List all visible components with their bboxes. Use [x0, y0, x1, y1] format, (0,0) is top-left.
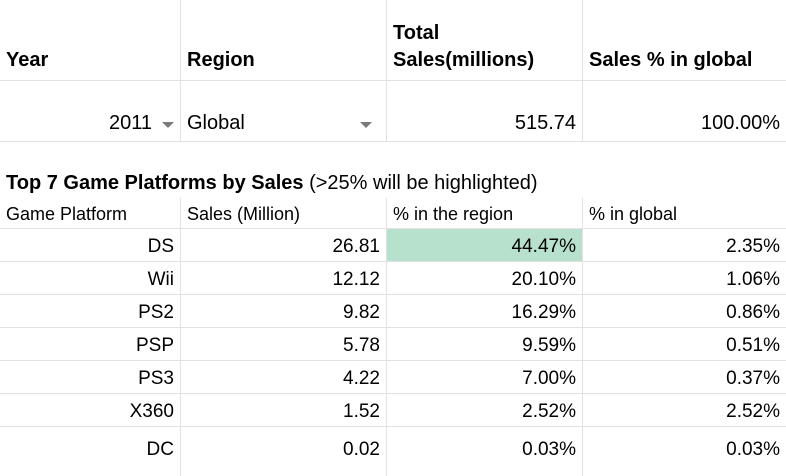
platform-cell[interactable]: Wii	[0, 262, 181, 294]
sales-cell[interactable]: 1.52	[181, 394, 387, 426]
table-row: DS 26.81 44.47% 2.35%	[0, 229, 786, 262]
column-header-platform[interactable]: Game Platform	[0, 198, 181, 228]
sales-cell[interactable]: 26.81	[181, 229, 387, 261]
region-header-cell[interactable]: Region	[181, 0, 387, 80]
year-dropdown[interactable]: 2011	[0, 81, 181, 141]
region-value: Global	[187, 112, 245, 134]
total-sales-value: 515.74	[514, 112, 576, 134]
pct-region-cell[interactable]: 2.52%	[387, 394, 583, 426]
section-title: Top 7 Game Platforms by Sales	[6, 172, 304, 194]
summary-header-row: Year Region Total Sales(millions) Sales …	[0, 0, 786, 81]
section-title-row: Top 7 Game Platforms by Sales (>25% will…	[0, 142, 786, 198]
year-value: 2011	[108, 112, 152, 134]
chevron-down-icon[interactable]	[360, 122, 372, 128]
platform-cell[interactable]: PS2	[0, 295, 181, 327]
column-header-pct-global[interactable]: % in global	[589, 204, 678, 224]
total-sales-header: Total Sales(millions)	[393, 22, 535, 71]
sales-cell[interactable]: 5.78	[181, 328, 387, 360]
table-row: PS2 9.82 16.29% 0.86%	[0, 295, 786, 328]
table-row: Wii 12.12 20.10% 1.06%	[0, 262, 786, 295]
region-header: Region	[187, 49, 255, 71]
pct-global-cell[interactable]: 1.06%	[726, 269, 780, 290]
pct-region-cell-highlighted[interactable]: 44.47%	[387, 229, 583, 261]
section-title-cell[interactable]: Top 7 Game Platforms by Sales (>25% will…	[0, 142, 786, 198]
table-row: PSP 5.78 9.59% 0.51%	[0, 328, 786, 361]
column-header-row: Game Platform Sales (Million) % in the r…	[0, 198, 786, 229]
pct-global-cell[interactable]: 0.03%	[726, 439, 780, 460]
total-sales-cell[interactable]: 515.74	[387, 81, 583, 141]
year-header: Year	[6, 49, 49, 71]
pct-region-cell[interactable]: 0.03%	[387, 427, 583, 476]
column-header-pct-region[interactable]: % in the region	[387, 198, 583, 228]
sales-pct-cell[interactable]: 100.00%	[583, 81, 786, 141]
pct-global-cell[interactable]: 2.52%	[726, 401, 780, 422]
sales-pct-header-cell[interactable]: Sales % in global	[583, 0, 786, 80]
chevron-down-icon[interactable]	[162, 122, 174, 128]
table-row: PS3 4.22 7.00% 0.37%	[0, 361, 786, 394]
platform-cell[interactable]: PSP	[0, 328, 181, 360]
sales-pct-header: Sales % in global	[589, 49, 753, 71]
column-header-sales[interactable]: Sales (Million)	[181, 198, 387, 228]
pct-global-cell[interactable]: 0.51%	[726, 335, 780, 356]
pct-region-cell[interactable]: 16.29%	[387, 295, 583, 327]
year-header-cell[interactable]: Year	[0, 0, 181, 80]
pct-global-cell[interactable]: 2.35%	[726, 236, 780, 257]
selector-row: 2011 Global 515.74 100.00%	[0, 81, 786, 142]
total-sales-header-cell[interactable]: Total Sales(millions)	[387, 0, 583, 80]
sales-cell[interactable]: 4.22	[181, 361, 387, 393]
sales-pct-value: 100.00%	[701, 112, 780, 134]
pct-region-cell[interactable]: 20.10%	[387, 262, 583, 294]
platform-cell[interactable]: X360	[0, 394, 181, 426]
section-note: (>25% will be highlighted)	[303, 172, 538, 194]
pct-region-cell[interactable]: 7.00%	[387, 361, 583, 393]
sales-cell[interactable]: 9.82	[181, 295, 387, 327]
pct-region-cell[interactable]: 9.59%	[387, 328, 583, 360]
sales-cell[interactable]: 12.12	[181, 262, 387, 294]
platform-cell[interactable]: DC	[0, 427, 181, 476]
region-dropdown[interactable]: Global	[181, 81, 387, 141]
pct-global-cell[interactable]: 0.37%	[726, 368, 780, 389]
table-row: DC 0.02 0.03% 0.03%	[0, 427, 786, 476]
platform-cell[interactable]: PS3	[0, 361, 181, 393]
pct-global-cell[interactable]: 0.86%	[726, 302, 780, 323]
table-row: X360 1.52 2.52% 2.52%	[0, 394, 786, 427]
platform-cell[interactable]: DS	[0, 229, 181, 261]
sales-cell[interactable]: 0.02	[181, 427, 387, 476]
